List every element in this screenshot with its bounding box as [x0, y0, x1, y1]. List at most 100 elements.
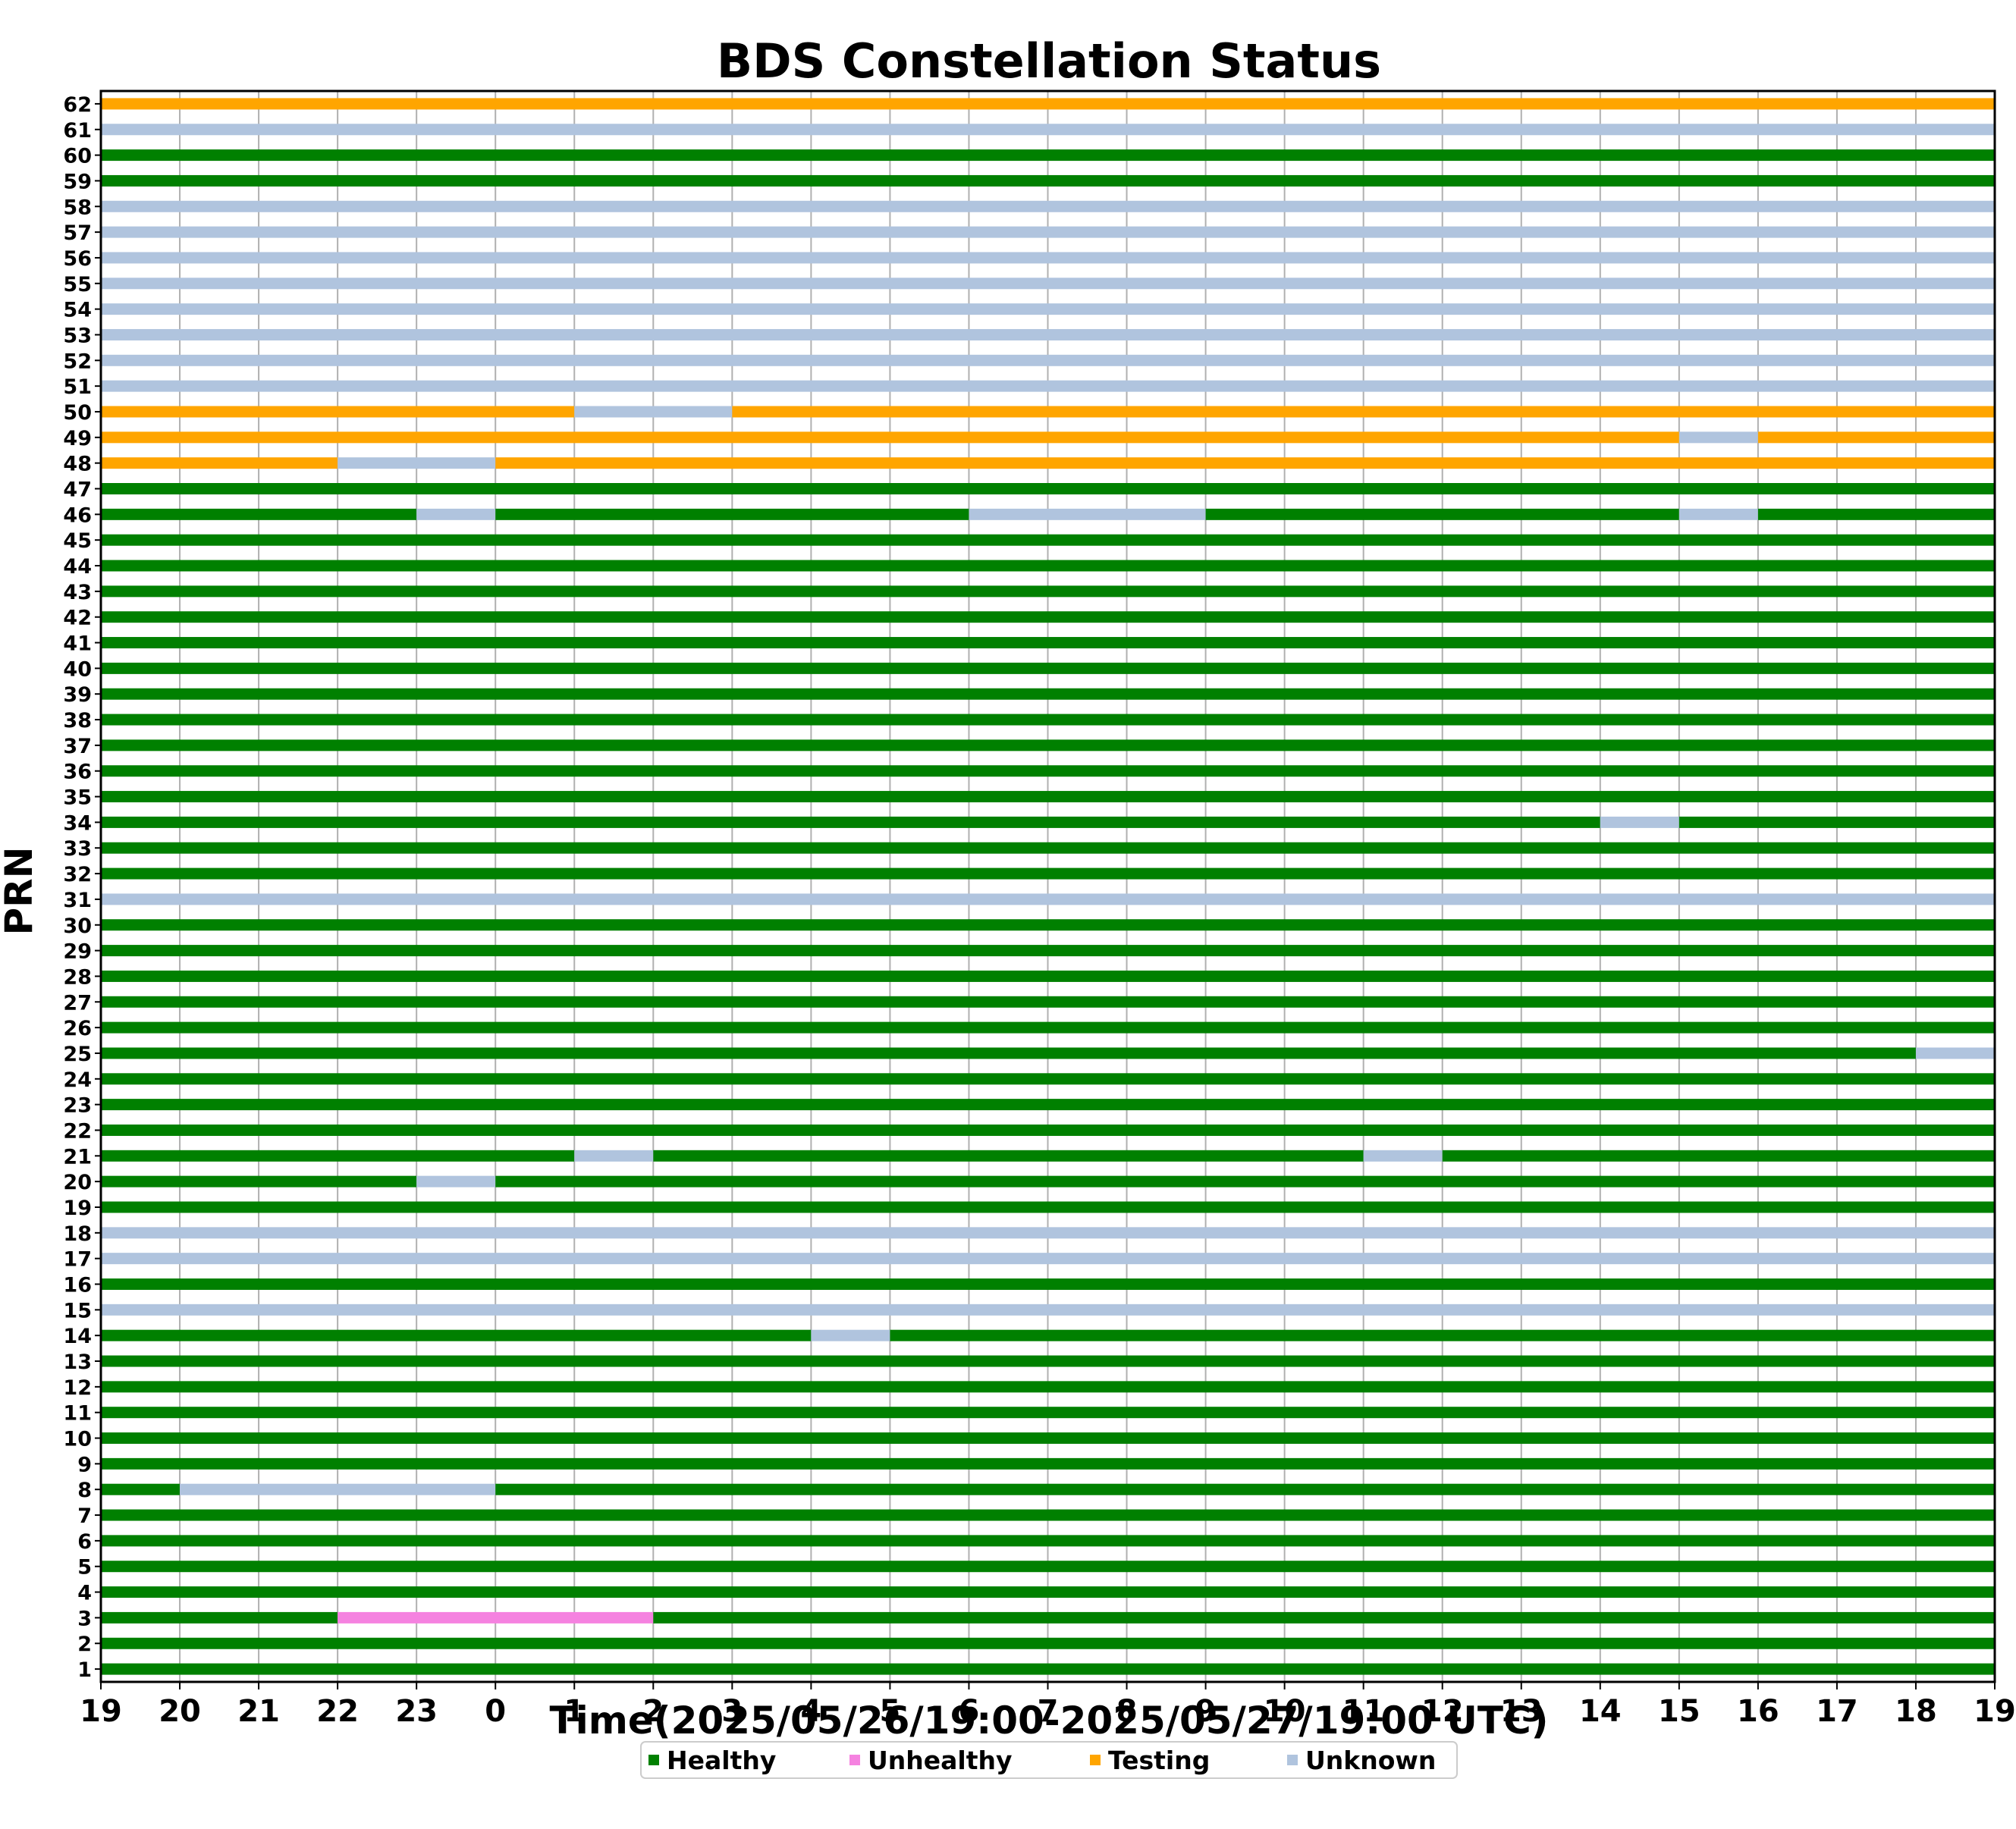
y-tick-label: 40 — [63, 657, 92, 681]
status-bar-prn-39 — [101, 688, 1995, 700]
status-bars — [101, 98, 1996, 1675]
status-bar-prn-15 — [101, 1304, 1995, 1316]
status-bar-prn-43 — [101, 585, 1995, 598]
y-tick-label: 23 — [63, 1094, 92, 1118]
status-bar-prn-27 — [101, 996, 1995, 1008]
x-tick-label: 14 — [1579, 1694, 1622, 1729]
y-tick-label: 7 — [77, 1504, 92, 1528]
y-tick-label: 20 — [63, 1171, 92, 1194]
status-bar-prn-12 — [101, 1381, 1995, 1393]
status-bar-prn-62 — [101, 98, 1995, 110]
x-tick-label: 4 — [800, 1694, 821, 1729]
x-tick-label: 21 — [237, 1694, 280, 1729]
x-tick-label: 7 — [1038, 1694, 1059, 1729]
status-bar-prn-48 — [495, 457, 1996, 469]
status-bar-prn-46 — [416, 508, 496, 520]
y-tick-label: 4 — [77, 1582, 92, 1605]
status-bar-prn-1 — [101, 1663, 1995, 1675]
status-bar-prn-17 — [101, 1253, 1995, 1265]
status-bar-prn-21 — [101, 1150, 575, 1162]
y-tick-label: 16 — [63, 1274, 92, 1297]
status-bar-prn-9 — [101, 1457, 1995, 1470]
status-bar-prn-46 — [1678, 508, 1758, 520]
status-bar-prn-21 — [1363, 1150, 1443, 1162]
x-tick-label: 20 — [159, 1694, 201, 1729]
y-tick-label: 35 — [63, 786, 92, 810]
y-tick-label: 32 — [63, 863, 92, 886]
status-bar-prn-46 — [1205, 508, 1679, 520]
status-bar-prn-38 — [101, 714, 1995, 726]
y-tick-label: 25 — [63, 1043, 92, 1066]
y-tick-label: 61 — [63, 119, 92, 143]
status-bar-prn-20 — [416, 1175, 496, 1187]
status-bar-prn-55 — [101, 278, 1995, 290]
status-bar-prn-22 — [101, 1124, 1995, 1136]
status-bar-prn-61 — [101, 124, 1995, 136]
x-axis-label: Time(2025/05/26/19:00-2025/05/27/19:00 U… — [549, 1699, 1548, 1743]
x-tick-label: 16 — [1737, 1694, 1779, 1729]
y-tick-label: 11 — [63, 1402, 92, 1426]
status-bar-prn-25 — [1915, 1047, 1995, 1059]
status-bar-prn-60 — [101, 149, 1995, 162]
status-bar-prn-41 — [101, 637, 1995, 649]
x-axis-ticks: 19 20 21 22 23 0 1 2 3 4 5 6 7 8 9 10 11 12 13 14 15 16 17 18 19 — [80, 1682, 2016, 1729]
status-bar-prn-31 — [101, 893, 1995, 905]
status-bar-prn-51 — [101, 380, 1995, 392]
y-tick-label: 29 — [63, 940, 92, 964]
x-tick-label: 17 — [1816, 1694, 1858, 1729]
y-tick-label: 18 — [63, 1222, 92, 1246]
y-tick-label: 28 — [63, 965, 92, 989]
status-bar-prn-46 — [1757, 508, 1995, 520]
status-bar-prn-48 — [101, 457, 338, 469]
status-bar-prn-45 — [101, 534, 1995, 546]
legend-swatch-unhealthy — [849, 1755, 860, 1765]
x-tick-label: 10 — [1264, 1694, 1306, 1729]
x-tick-label: 15 — [1658, 1694, 1700, 1729]
status-bar-prn-18 — [101, 1227, 1995, 1239]
status-bar-prn-3 — [338, 1611, 654, 1624]
legend-swatch-unknown — [1287, 1755, 1298, 1765]
y-tick-label: 26 — [63, 1017, 92, 1040]
x-tick-label: 1 — [564, 1694, 585, 1729]
y-tick-label: 58 — [63, 196, 92, 219]
y-axis-ticks: 1234567891011121314151617181920212223242… — [63, 93, 101, 1682]
y-tick-label: 51 — [63, 375, 92, 399]
x-tick-label: 13 — [1500, 1694, 1543, 1729]
y-axis-label: PRN — [0, 847, 41, 936]
y-tick-label: 47 — [63, 478, 92, 502]
y-tick-label: 30 — [63, 914, 92, 938]
x-tick-label: 18 — [1895, 1694, 1937, 1729]
status-bar-prn-29 — [101, 945, 1995, 957]
y-tick-label: 37 — [63, 735, 92, 758]
y-tick-label: 53 — [63, 324, 92, 347]
status-bar-prn-21 — [653, 1150, 1364, 1162]
legend-label-healthy: Healthy — [667, 1746, 776, 1775]
y-tick-label: 31 — [63, 889, 92, 912]
y-tick-label: 62 — [63, 93, 92, 117]
status-bar-prn-56 — [101, 252, 1995, 264]
y-tick-label: 22 — [63, 1119, 92, 1143]
status-bar-prn-8 — [180, 1483, 496, 1495]
y-tick-label: 14 — [63, 1325, 92, 1348]
y-tick-label: 55 — [63, 273, 92, 296]
status-bar-prn-23 — [101, 1099, 1995, 1111]
status-bar-prn-50 — [101, 406, 575, 418]
status-bar-prn-6 — [101, 1535, 1995, 1547]
y-tick-label: 54 — [63, 299, 92, 322]
y-tick-label: 13 — [63, 1351, 92, 1374]
x-tick-label: 22 — [316, 1694, 359, 1729]
status-bar-prn-21 — [574, 1150, 654, 1162]
status-bar-prn-11 — [101, 1407, 1995, 1419]
status-bar-prn-14 — [890, 1329, 1995, 1341]
y-tick-label: 8 — [77, 1479, 92, 1502]
y-tick-label: 3 — [77, 1607, 92, 1630]
status-bar-prn-53 — [101, 328, 1995, 340]
status-bar-prn-30 — [101, 919, 1995, 931]
status-bar-prn-26 — [101, 1021, 1995, 1034]
y-tick-label: 42 — [63, 607, 92, 630]
y-tick-label: 19 — [63, 1197, 92, 1220]
x-tick-label: 23 — [395, 1694, 438, 1729]
status-bar-prn-14 — [811, 1329, 890, 1341]
x-tick-label: 6 — [959, 1694, 980, 1729]
